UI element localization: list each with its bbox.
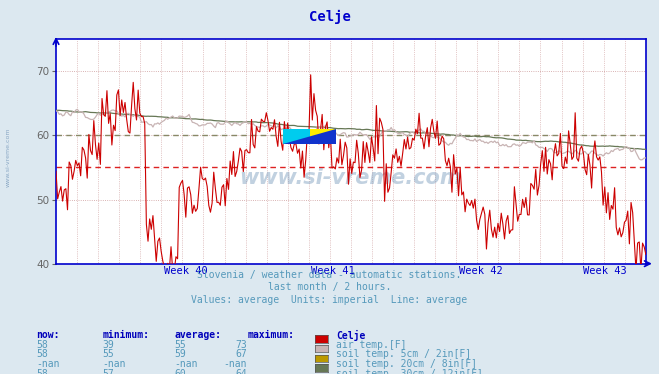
Text: minimum:: minimum: <box>102 330 149 340</box>
Text: soil temp. 30cm / 12in[F]: soil temp. 30cm / 12in[F] <box>336 369 483 374</box>
Text: Celje: Celje <box>336 330 366 341</box>
Text: maximum:: maximum: <box>247 330 294 340</box>
Text: 39: 39 <box>102 340 114 350</box>
Bar <box>283 129 310 144</box>
Text: -nan: -nan <box>36 359 60 369</box>
Polygon shape <box>283 129 336 144</box>
Text: 55: 55 <box>102 349 114 359</box>
Bar <box>310 129 336 144</box>
Text: 58: 58 <box>36 369 48 374</box>
Text: 64: 64 <box>235 369 247 374</box>
Text: Values: average  Units: imperial  Line: average: Values: average Units: imperial Line: av… <box>191 295 468 305</box>
Text: 55: 55 <box>175 340 186 350</box>
Text: -nan: -nan <box>102 359 126 369</box>
Text: now:: now: <box>36 330 60 340</box>
Text: Slovenia / weather data - automatic stations.: Slovenia / weather data - automatic stat… <box>197 270 462 280</box>
Text: 59: 59 <box>175 349 186 359</box>
Text: www.si-vreme.com: www.si-vreme.com <box>240 168 462 188</box>
Text: Celje: Celje <box>308 9 351 24</box>
Text: average:: average: <box>175 330 221 340</box>
Text: -nan: -nan <box>223 359 247 369</box>
Text: soil temp. 5cm / 2in[F]: soil temp. 5cm / 2in[F] <box>336 349 471 359</box>
Text: 67: 67 <box>235 349 247 359</box>
Text: 58: 58 <box>36 349 48 359</box>
Text: 57: 57 <box>102 369 114 374</box>
Text: -nan: -nan <box>175 359 198 369</box>
Text: soil temp. 20cm / 8in[F]: soil temp. 20cm / 8in[F] <box>336 359 477 369</box>
Text: 60: 60 <box>175 369 186 374</box>
Text: last month / 2 hours.: last month / 2 hours. <box>268 282 391 292</box>
Text: air temp.[F]: air temp.[F] <box>336 340 407 350</box>
Text: 73: 73 <box>235 340 247 350</box>
Text: www.si-vreme.com: www.si-vreme.com <box>5 127 11 187</box>
Text: 58: 58 <box>36 340 48 350</box>
